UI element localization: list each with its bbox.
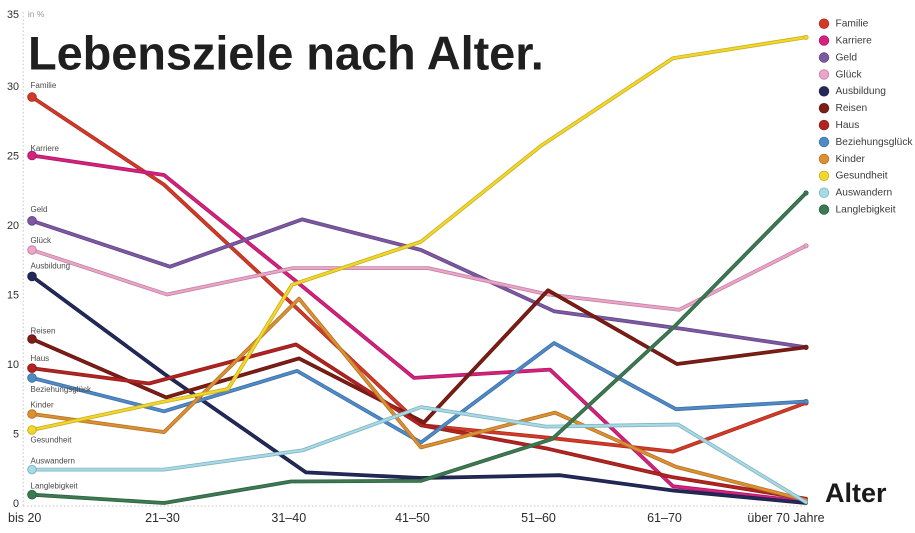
svg-text:Familie: Familie	[31, 81, 57, 90]
svg-text:Gesundheit: Gesundheit	[836, 171, 888, 182]
svg-text:Kinder: Kinder	[31, 400, 54, 409]
svg-text:25: 25	[7, 150, 19, 162]
svg-text:Ausbildung: Ausbildung	[836, 86, 887, 97]
svg-text:Beziehungsglück: Beziehungsglück	[836, 137, 914, 148]
svg-text:Lebensziele nach Alter.: Lebensziele nach Alter.	[28, 27, 544, 80]
svg-text:Alter: Alter	[825, 478, 887, 508]
svg-text:15: 15	[7, 289, 19, 301]
svg-text:30: 30	[7, 81, 19, 93]
svg-text:61–70: 61–70	[647, 511, 682, 525]
svg-text:Glück: Glück	[836, 69, 863, 80]
svg-text:über 70 Jahre: über 70 Jahre	[747, 511, 824, 525]
svg-text:Familie: Familie	[836, 19, 869, 30]
svg-text:Haus: Haus	[836, 120, 860, 131]
svg-text:31–40: 31–40	[271, 511, 306, 525]
svg-text:Langlebigkeit: Langlebigkeit	[31, 482, 79, 491]
svg-text:5: 5	[13, 428, 19, 440]
svg-text:Auswandern: Auswandern	[836, 188, 893, 199]
svg-text:10: 10	[7, 359, 19, 371]
svg-text:Reisen: Reisen	[31, 326, 56, 335]
svg-text:Karriere: Karriere	[836, 36, 873, 47]
svg-text:20: 20	[7, 220, 19, 232]
svg-text:35: 35	[7, 9, 19, 21]
svg-text:Reisen: Reisen	[836, 103, 868, 114]
svg-text:Geld: Geld	[836, 52, 858, 63]
svg-text:Glück: Glück	[31, 236, 52, 245]
svg-text:Beziehungsglück: Beziehungsglück	[31, 385, 92, 394]
svg-text:Gesundheit: Gesundheit	[31, 436, 73, 445]
svg-text:0: 0	[13, 498, 19, 510]
svg-text:21–30: 21–30	[145, 511, 180, 525]
svg-text:Langlebigkeit: Langlebigkeit	[836, 205, 896, 216]
svg-text:Auswandern: Auswandern	[31, 457, 75, 466]
svg-text:Ausbildung: Ausbildung	[31, 261, 71, 270]
svg-text:41–50: 41–50	[395, 511, 430, 525]
svg-text:Haus: Haus	[31, 354, 50, 363]
svg-text:Karriere: Karriere	[31, 144, 60, 153]
svg-text:in %: in %	[28, 9, 45, 19]
svg-text:Geld: Geld	[31, 205, 48, 214]
svg-text:51–60: 51–60	[521, 511, 556, 525]
svg-text:Kinder: Kinder	[836, 154, 866, 165]
svg-text:bis 20: bis 20	[8, 511, 41, 525]
